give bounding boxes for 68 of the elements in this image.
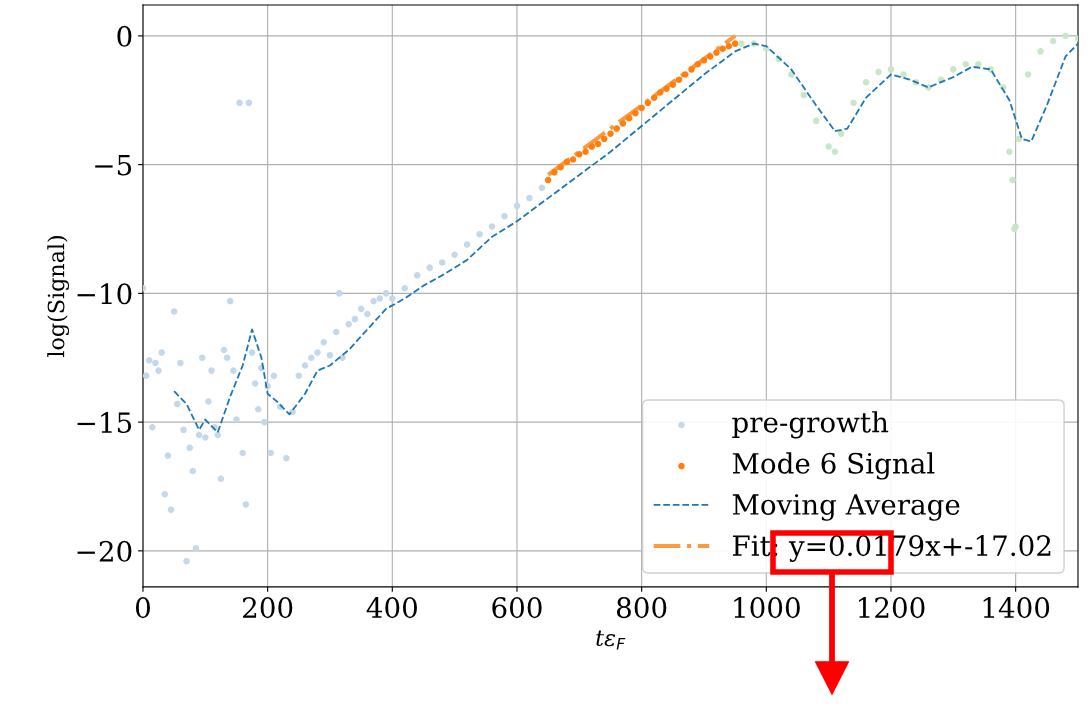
point [563,158,571,166]
point [632,109,639,117]
point [557,163,564,171]
point [1049,37,1057,45]
point [962,60,970,68]
point [650,94,658,101]
point [600,135,608,143]
point [619,120,627,127]
point [887,66,895,73]
point [831,148,839,156]
x-tick-label: 0 [135,597,150,619]
point [800,91,807,99]
point [950,66,957,73]
y-tick-label: −15 [77,412,132,434]
point [594,140,602,148]
point [825,143,832,150]
point [700,57,708,64]
point [875,68,882,76]
point [812,117,820,125]
point [675,76,683,83]
point [1009,176,1016,184]
point [706,53,714,60]
point [1006,148,1013,156]
point [551,169,558,176]
point [588,143,596,150]
point [607,130,614,137]
point [738,40,745,47]
y-tick-label: −5 [95,154,132,176]
legend-label: Mode 6 Signal [732,452,935,480]
point [862,78,870,86]
legend-label: pre-growth [732,411,889,439]
point [625,115,633,122]
point [576,151,583,158]
y-tick-label: −20 [77,540,132,562]
point [638,104,645,112]
x-tick-label: 600 [492,597,542,619]
point [731,40,739,47]
point [837,130,845,137]
point [613,125,620,132]
x-tick-label: 200 [243,597,293,619]
point [644,99,652,107]
point [669,81,677,89]
point [1024,71,1032,78]
point [1062,32,1069,40]
point [544,176,552,184]
point [582,148,589,156]
y-tick-label: 0 [117,25,132,47]
point [719,45,726,53]
point [694,60,701,68]
point [663,85,670,92]
point [569,156,577,163]
point [725,42,733,50]
y-axis-title: log(Signal) [47,236,70,357]
x-axis-title: tε$_{F}$ [596,630,626,650]
x-tick-label: 1200 [859,597,925,619]
point [682,71,689,78]
y-tick-label: −10 [77,283,132,305]
point [713,49,720,56]
legend-label: Moving Average [732,494,960,521]
point [1037,48,1044,55]
point [657,89,664,96]
x-tick-label: 800 [616,597,667,619]
x-tick-label: 400 [366,597,417,619]
point [688,66,695,73]
point [850,99,857,107]
x-tick-label: 1400 [983,597,1050,619]
point [900,71,907,78]
x-tick-label: 1000 [734,597,800,619]
